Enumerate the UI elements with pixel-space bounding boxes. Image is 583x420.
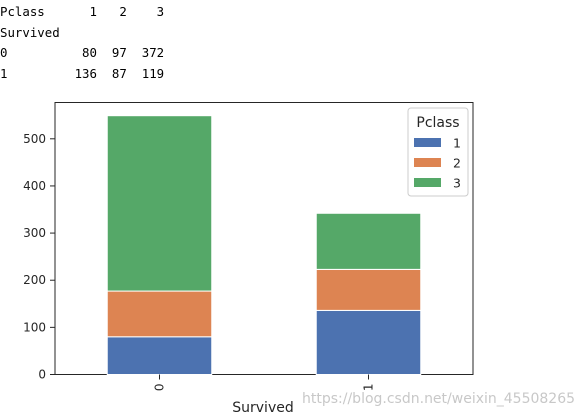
y-tick-label: 100 bbox=[23, 320, 46, 334]
legend-title: Pclass bbox=[416, 115, 459, 131]
legend-swatch-3 bbox=[414, 178, 441, 187]
crosstab-output: Pclass 1 2 3 Survived 0 80 97 372 1 136 … bbox=[0, 4, 165, 81]
y-tick-label: 400 bbox=[23, 179, 46, 193]
x-tick-label: 1 bbox=[362, 384, 376, 392]
legend-label-1: 1 bbox=[453, 136, 461, 151]
bar-survived-1-pclass-2 bbox=[315, 268, 422, 311]
legend: Pclass 1 2 3 bbox=[407, 107, 469, 197]
bar-survived-0-pclass-1 bbox=[106, 336, 213, 375]
x-axis-label: Survived bbox=[232, 400, 293, 416]
legend-label-2: 2 bbox=[453, 156, 461, 171]
y-tick-label: 200 bbox=[23, 273, 46, 287]
bar-survived-1-pclass-1 bbox=[315, 309, 422, 375]
bar-survived-0-pclass-2 bbox=[106, 290, 213, 338]
plot-frame bbox=[54, 102, 474, 375]
legend-label-3: 3 bbox=[453, 176, 461, 191]
x-tick-label: 0 bbox=[153, 384, 167, 392]
legend-swatch-2 bbox=[414, 158, 441, 167]
y-tick-label: 500 bbox=[23, 132, 46, 146]
legend-frame bbox=[407, 107, 469, 197]
legend-swatch-1 bbox=[414, 138, 441, 147]
bar-survived-1-pclass-3 bbox=[315, 212, 422, 270]
watermark-text: https://blog.csdn.net/weixin_45508265 bbox=[302, 391, 575, 407]
bar-survived-0-pclass-3 bbox=[106, 115, 213, 292]
y-tick-label: 0 bbox=[38, 368, 46, 382]
y-tick-label: 300 bbox=[23, 226, 46, 240]
